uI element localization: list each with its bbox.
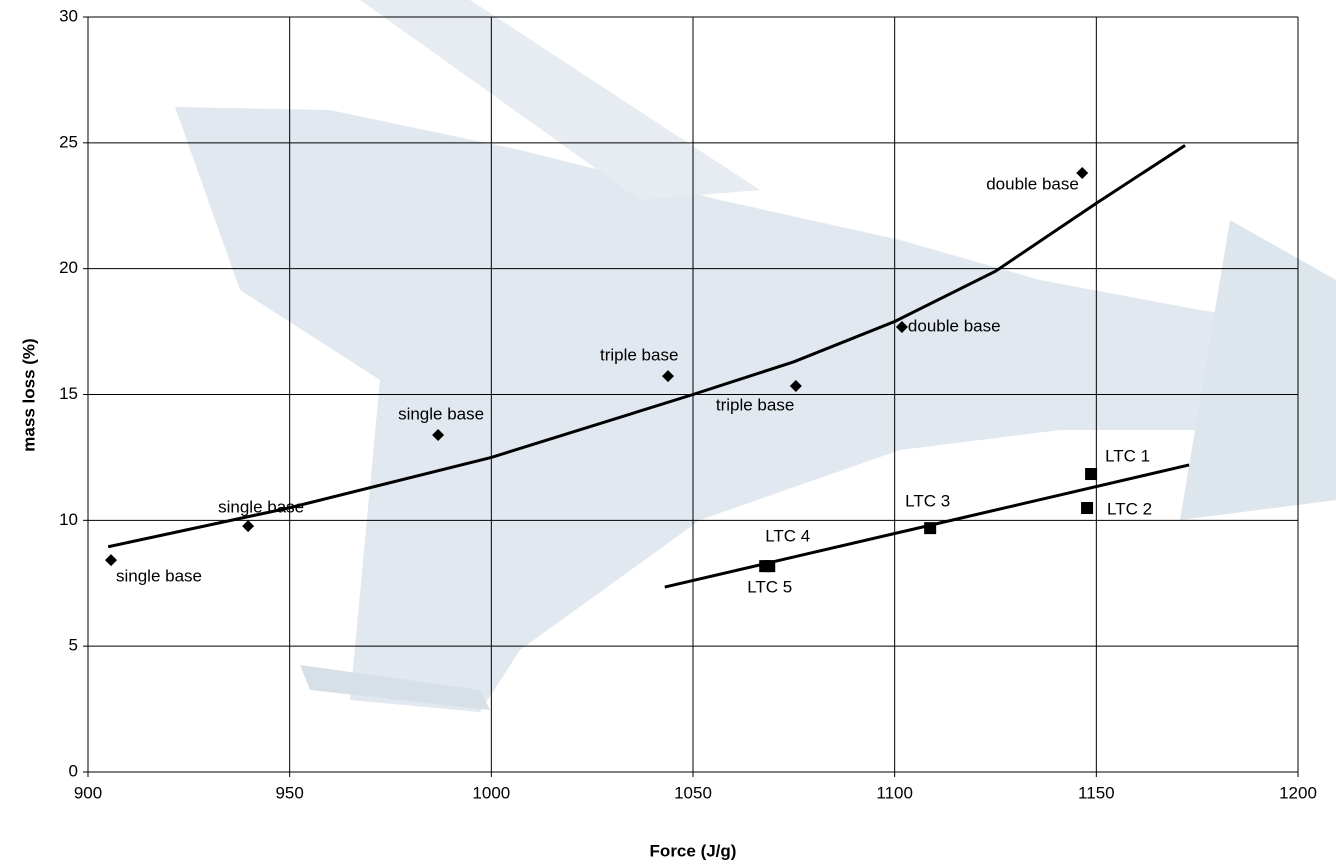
y-tick-label: 15 [59,384,78,403]
y-tick-label: 20 [59,258,78,277]
point-label: double base [986,175,1079,194]
point-label: single base [218,498,304,517]
point-label: LTC 1 [1105,447,1150,466]
point-label: single base [398,405,484,424]
y-tick-label: 25 [59,132,78,151]
point-label: LTC 3 [905,492,950,511]
point-label: triple base [716,395,794,414]
chart: Force (J/g) mass loss (%) 0 5 10 15 20 25 30 90… [0,0,1336,866]
y-tick-label: 5 [69,636,78,655]
background-jet [175,0,1336,712]
point-label: double base [908,317,1001,336]
point [1085,468,1097,480]
point [763,560,775,572]
x-tick-label: 900 [74,783,102,802]
y-tick-label: 30 [59,6,78,25]
x-tick-label: 950 [275,783,303,802]
x-tick-label: 1200 [1279,783,1317,802]
point [242,520,254,532]
point-label: LTC 2 [1107,499,1152,518]
point-label: single base [116,567,202,586]
x-tick-label: 1000 [472,783,510,802]
x-tick-label: 1150 [1078,783,1115,802]
point-label: LTC 4 [765,527,810,546]
point [924,522,936,534]
point [105,554,117,566]
x-tick-label: 1100 [876,783,913,802]
point-label: LTC 5 [747,578,792,597]
x-axis-title: Force (J/g) [650,841,737,860]
y-tick-label: 0 [69,761,78,780]
x-tick-label: 1050 [674,783,712,802]
y-tick-label: 10 [59,510,78,529]
point [1081,502,1093,514]
y-axis-title: mass loss (%) [19,338,38,451]
point-label: triple base [600,346,678,365]
